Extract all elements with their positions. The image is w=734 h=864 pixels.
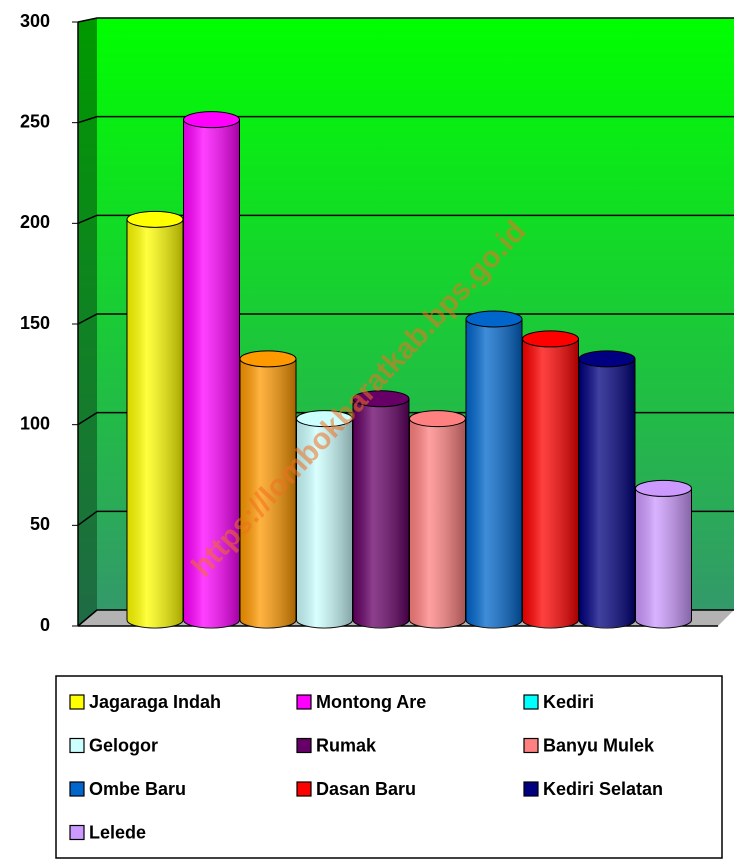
bar-top [183,111,240,129]
legend-label: Banyu Mulek [543,735,655,755]
bar-shade [522,338,579,628]
bar-shade [579,358,635,628]
legend-label: Lelede [89,822,146,842]
y-tick-label: 0 [40,615,50,635]
y-tick-label: 50 [30,514,50,534]
legend-box [55,675,723,859]
legend-swatch [523,737,539,754]
bar [239,350,297,629]
legend-label: Gelogor [89,735,158,755]
grid-line [77,313,734,325]
bar [409,410,466,629]
y-tick-label: 100 [20,413,50,433]
bar-top [352,390,410,408]
legend-swatch [69,824,85,841]
bar [578,350,636,629]
legend-label: Kediri [543,692,594,712]
bar [296,410,353,629]
legend-swatch [296,737,312,754]
legend-label: Kediri Selatan [543,779,663,799]
bar-top [578,350,636,368]
legend-swatch [69,737,85,754]
legend-swatch [69,694,85,710]
grid-line [77,115,734,124]
bar [465,310,523,629]
y-tick-label: 250 [20,111,50,131]
bar-shade [296,418,353,628]
bar [126,210,184,629]
bar-top [239,350,297,368]
bar-top [409,410,466,428]
legend-label: Jagaraga Indah [89,692,221,712]
bar-shade [183,119,240,629]
legend-swatch [296,694,312,710]
legend-swatch [69,781,85,797]
legend-label: Rumak [316,735,377,755]
legend-swatch [523,781,539,797]
y-tick-label: 300 [20,11,50,31]
bar [522,330,579,629]
legend-label: Montong Are [316,692,426,712]
bar-top [126,210,184,228]
y-tick-label: 200 [20,212,50,232]
legend-swatch [523,694,539,710]
grid-line [77,17,734,23]
bar-shade [240,358,296,628]
bar-shade [127,219,183,629]
bar-shade [353,398,409,628]
bar [352,390,410,629]
legend-label: Ombe Baru [89,779,186,799]
bar-top [635,479,692,497]
bar-shade [409,418,466,628]
bar-shade [466,319,522,628]
bar-top [522,330,579,348]
legend-swatch [296,781,312,797]
bar [635,479,692,629]
grid-line [77,214,734,225]
bar [183,111,240,629]
bar-top [465,310,523,328]
legend-label: Dasan Baru [316,779,416,799]
side-wall [78,18,97,626]
y-tick-label: 150 [20,313,50,333]
bar-shade [635,488,692,628]
